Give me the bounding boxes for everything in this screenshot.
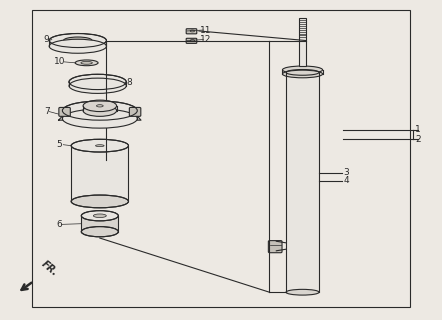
Ellipse shape — [62, 109, 137, 128]
Bar — [286, 72, 319, 292]
Ellipse shape — [81, 227, 118, 237]
Ellipse shape — [85, 79, 110, 85]
Ellipse shape — [71, 139, 129, 152]
Ellipse shape — [81, 61, 92, 64]
Ellipse shape — [71, 195, 129, 208]
Text: 7: 7 — [44, 107, 50, 116]
FancyBboxPatch shape — [59, 108, 70, 116]
Text: 2: 2 — [415, 135, 420, 144]
Ellipse shape — [286, 289, 319, 295]
Bar — [69, 82, 126, 86]
FancyBboxPatch shape — [186, 38, 197, 44]
Ellipse shape — [81, 211, 118, 221]
Ellipse shape — [282, 70, 323, 78]
Polygon shape — [59, 108, 141, 120]
Ellipse shape — [96, 105, 103, 107]
Text: 9: 9 — [44, 35, 50, 44]
Ellipse shape — [64, 37, 92, 44]
Text: 5: 5 — [56, 140, 62, 149]
Bar — [299, 18, 305, 66]
Text: 11: 11 — [200, 26, 211, 35]
Ellipse shape — [49, 39, 107, 53]
Ellipse shape — [69, 74, 126, 90]
Text: 1: 1 — [415, 125, 421, 134]
FancyBboxPatch shape — [268, 241, 282, 253]
Bar — [71, 146, 129, 201]
Text: 3: 3 — [343, 168, 349, 177]
Ellipse shape — [62, 101, 137, 120]
Text: 12: 12 — [200, 35, 211, 44]
Ellipse shape — [69, 78, 126, 93]
Bar — [81, 216, 118, 232]
Text: 8: 8 — [126, 78, 132, 87]
Text: 4: 4 — [343, 176, 349, 185]
Text: 10: 10 — [54, 57, 66, 66]
Ellipse shape — [83, 100, 117, 112]
Ellipse shape — [282, 66, 323, 74]
Bar — [31, 10, 411, 307]
Ellipse shape — [49, 34, 107, 48]
Text: 6: 6 — [56, 220, 62, 229]
Ellipse shape — [95, 145, 104, 147]
Bar — [49, 41, 107, 46]
FancyBboxPatch shape — [130, 108, 141, 116]
Ellipse shape — [75, 60, 98, 66]
Ellipse shape — [83, 105, 117, 116]
Text: FR.: FR. — [39, 259, 59, 278]
Ellipse shape — [93, 214, 107, 218]
FancyBboxPatch shape — [186, 29, 197, 34]
